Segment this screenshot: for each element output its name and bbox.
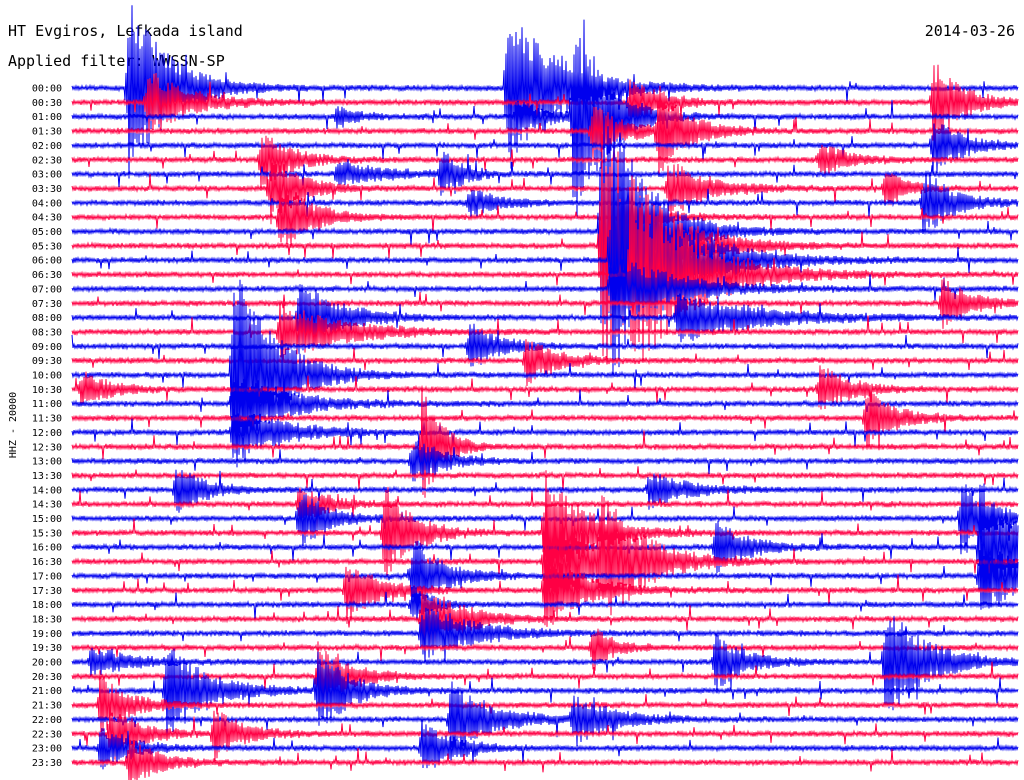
trace-row-0800	[71, 284, 1019, 354]
trace-row-0400	[71, 171, 1019, 233]
time-tick-label: 10:00	[32, 371, 62, 382]
trace-row-1030	[71, 365, 1019, 410]
time-tick-label: 17:00	[32, 571, 62, 582]
time-tick-label: 00:00	[32, 84, 62, 95]
trace-row-0730	[71, 278, 1019, 329]
time-tick-label: 12:00	[32, 428, 62, 439]
time-tick-label: 02:00	[32, 141, 62, 152]
trace-row-0230	[71, 135, 1019, 193]
trace-row-2300	[71, 716, 1019, 770]
time-tick-label: 13:30	[32, 471, 62, 482]
time-tick-label: 20:00	[32, 658, 62, 669]
trace-row-1700	[71, 540, 1019, 611]
trace-row-0030	[71, 64, 1019, 154]
time-tick-label: 00:30	[32, 98, 62, 109]
time-tick-label: 05:00	[32, 227, 62, 238]
time-tick-label: 09:30	[32, 356, 62, 367]
trace-row-0300	[71, 151, 1019, 196]
time-tick-label: 08:30	[32, 327, 62, 338]
seismic-traces	[71, 5, 1019, 780]
time-tick-label: 07:30	[32, 299, 62, 310]
trace-row-2100	[71, 648, 1019, 739]
trace-row-1800	[71, 586, 1019, 622]
trace-row-0000	[71, 5, 1019, 179]
time-tick-label: 16:30	[32, 557, 62, 568]
trace-row-0600	[71, 163, 1019, 376]
trace-row-2030	[71, 641, 1019, 708]
trace-row-1000	[71, 279, 1019, 468]
time-tick-label: 20:30	[32, 672, 62, 683]
trace-row-1600	[71, 483, 1019, 608]
time-tick-label: 03:00	[32, 170, 62, 181]
trace-row-1130	[71, 391, 1019, 451]
trace-row-1430	[71, 487, 1019, 530]
trace-row-0630	[71, 175, 1019, 361]
time-tick-label: 23:00	[32, 744, 62, 755]
time-tick-label: 01:30	[32, 127, 62, 138]
time-tick-label: 23:30	[32, 758, 62, 769]
trace-row-1100	[71, 365, 1019, 438]
time-tick-label: 08:00	[32, 313, 62, 324]
time-tick-label: 15:30	[32, 528, 62, 539]
trace-row-1900	[71, 607, 1019, 664]
trace-row-0130	[71, 85, 1019, 177]
time-tick-label: 09:00	[32, 342, 62, 353]
trace-row-0430	[71, 181, 1019, 246]
trace-row-2200	[71, 681, 1019, 755]
trace-row-1230	[71, 387, 1019, 498]
time-tick-label: 10:30	[32, 385, 62, 396]
time-tick-label: 13:00	[32, 457, 62, 468]
time-tick-label: 15:00	[32, 514, 62, 525]
time-tick-label: 21:00	[32, 686, 62, 697]
time-tick-label: 06:30	[32, 270, 62, 281]
trace-row-1400	[71, 469, 1019, 513]
trace-row-0830	[71, 300, 1019, 361]
time-tick-label: 06:00	[32, 256, 62, 267]
filter-label: Applied filter: WWSSN-SP	[8, 52, 225, 70]
channel-axis-label: HHZ - 20000	[8, 392, 19, 458]
time-tick-label: 07:00	[32, 284, 62, 295]
time-tick-label: 19:30	[32, 643, 62, 654]
time-tick-label: 02:30	[32, 155, 62, 166]
trace-row-0330	[71, 162, 1019, 225]
time-tick-label: 21:30	[32, 701, 62, 712]
time-tick-label: 18:00	[32, 600, 62, 611]
trace-row-0200	[71, 123, 1019, 176]
trace-row-2230	[71, 706, 1019, 762]
time-tick-label: 18:30	[32, 614, 62, 625]
trace-row-0530	[71, 134, 1019, 362]
time-tick-label: 17:30	[32, 586, 62, 597]
time-tick-label: 11:30	[32, 414, 62, 425]
time-tick-label: 22:00	[32, 715, 62, 726]
trace-row-1830	[71, 586, 1019, 648]
trace-row-2330	[71, 739, 1019, 780]
time-tick-label: 14:30	[32, 500, 62, 511]
trace-row-0900	[71, 323, 1019, 367]
trace-row-1330	[71, 466, 1019, 491]
time-tick-label: 05:30	[32, 241, 62, 252]
time-tick-label: 22:30	[32, 729, 62, 740]
trace-row-1730	[71, 559, 1019, 627]
trace-row-1930	[71, 628, 1019, 671]
record-date: 2014-03-26	[925, 22, 1015, 40]
time-tick-label: 04:30	[32, 213, 62, 224]
trace-row-0700	[71, 257, 1019, 322]
time-tick-label: 03:30	[32, 184, 62, 195]
time-tick-label: 19:00	[32, 629, 62, 640]
station-title: HT Evgiros, Lefkada island	[8, 22, 243, 40]
time-tick-label: 04:00	[32, 198, 62, 209]
trace-row-0500	[71, 112, 1019, 362]
time-tick-label: 14:00	[32, 485, 62, 496]
time-tick-labels: 00:00 00:30 01:00 01:30 02:00 02:30 03:00 03:30…	[32, 84, 62, 769]
trace-row-2000	[71, 616, 1019, 711]
time-tick-label: 12:30	[32, 442, 62, 453]
time-tick-label: 16:00	[32, 543, 62, 554]
time-tick-label: 01:00	[32, 112, 62, 123]
trace-row-1200	[71, 408, 1019, 460]
trace-row-1300	[71, 440, 1019, 482]
trace-row-2130	[71, 670, 1019, 733]
time-tick-label: 11:00	[32, 399, 62, 410]
